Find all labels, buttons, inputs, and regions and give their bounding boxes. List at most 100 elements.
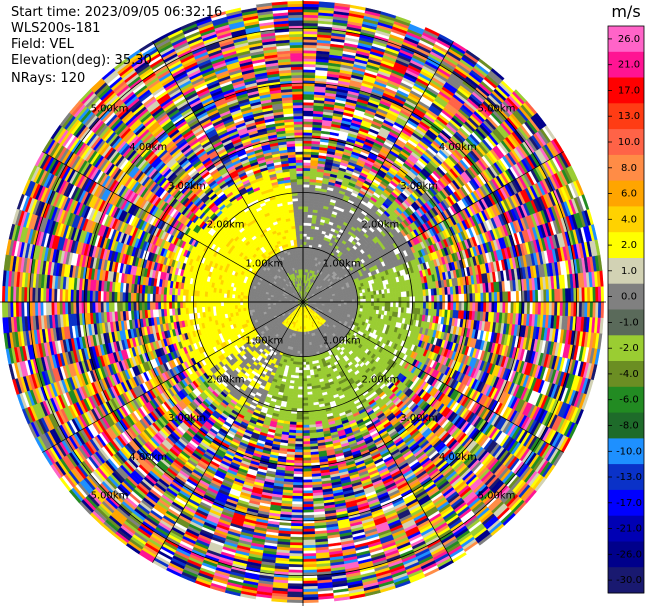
velocity-gate	[338, 303, 342, 307]
velocity-gate	[414, 295, 419, 303]
velocity-gate	[302, 380, 308, 385]
velocity-gate	[306, 369, 311, 374]
velocity-gate	[360, 301, 364, 306]
velocity-gate	[198, 301, 203, 308]
velocity-gate	[305, 249, 309, 254]
velocity-gate	[302, 378, 308, 382]
velocity-gate	[406, 296, 410, 303]
velocity-gate	[220, 297, 225, 303]
velocity-gate	[242, 298, 246, 303]
velocity-gate	[371, 298, 375, 303]
velocity-gate	[297, 348, 301, 352]
velocity-gate	[298, 214, 304, 218]
velocity-gate	[220, 301, 225, 307]
velocity-gate	[298, 222, 304, 226]
velocity-gate	[362, 298, 367, 303]
velocity-gate	[297, 394, 304, 399]
velocity-gate	[343, 303, 347, 307]
velocity-gate	[299, 233, 304, 237]
velocity-gate	[293, 217, 299, 221]
velocity-gate	[299, 238, 304, 243]
velocity-gate	[381, 301, 386, 307]
velocity-gate	[187, 301, 192, 309]
velocity-gate	[302, 350, 306, 355]
velocity-gate	[302, 233, 307, 237]
velocity-gate	[302, 197, 309, 202]
velocity-gate	[302, 244, 307, 248]
velocity-gate	[305, 255, 309, 259]
velocity-gate	[307, 250, 312, 254]
velocity-gate	[298, 211, 304, 215]
velocity-gate	[302, 356, 307, 360]
velocity-gate	[401, 296, 405, 303]
velocity-gate	[305, 348, 309, 352]
velocity-gate	[294, 350, 299, 354]
velocity-gate	[204, 296, 208, 303]
velocity-gate	[251, 293, 255, 298]
velocity-gate	[307, 383, 313, 387]
velocity-gate	[302, 372, 308, 377]
velocity-gate	[384, 292, 388, 298]
velocity-gate	[346, 304, 350, 308]
velocity-gate	[368, 298, 372, 303]
velocity-gate	[297, 397, 304, 401]
velocity-gate	[226, 297, 230, 303]
velocity-gate	[196, 301, 200, 308]
velocity-gate	[299, 244, 304, 248]
velocity-gate	[302, 216, 308, 221]
velocity-gate	[215, 301, 219, 307]
velocity-gate	[302, 230, 307, 234]
velocity-gate	[298, 375, 304, 379]
velocity-gate	[357, 298, 361, 303]
velocity-gate	[297, 205, 304, 210]
velocity-gate	[307, 217, 313, 221]
velocity-gate	[370, 305, 375, 310]
velocity-gate	[302, 219, 308, 224]
velocity-gate	[297, 405, 304, 409]
velocity-gate	[302, 400, 309, 404]
velocity-gate	[384, 297, 389, 303]
velocity-gate	[395, 301, 400, 308]
velocity-gate	[212, 301, 216, 307]
velocity-gate	[305, 358, 310, 363]
velocity-gate	[242, 301, 246, 306]
velocity-gate	[302, 383, 308, 388]
velocity-gate	[398, 301, 402, 308]
velocity-gate	[217, 297, 222, 303]
velocity-gate	[253, 296, 257, 300]
velocity-gate	[392, 296, 397, 303]
velocity-gate	[293, 383, 299, 387]
velocity-gate	[231, 301, 235, 306]
velocity-gate	[299, 356, 304, 360]
velocity-gate	[305, 241, 310, 246]
velocity-gate	[302, 214, 308, 218]
velocity-gate	[239, 298, 244, 303]
velocity-gate	[298, 227, 304, 232]
velocity-gate	[302, 364, 307, 368]
velocity-gate	[245, 298, 249, 303]
velocity-gate	[228, 301, 233, 307]
velocity-gate	[297, 208, 304, 213]
velocity-gate	[237, 301, 241, 306]
velocity-gate	[297, 391, 304, 396]
velocity-gate	[298, 339, 302, 344]
velocity-gate	[298, 383, 304, 388]
velocity-gate	[368, 301, 372, 306]
velocity-gate	[198, 296, 203, 303]
velocity-gate	[299, 236, 304, 240]
velocity-gate	[359, 304, 364, 309]
velocity-gate	[304, 258, 308, 262]
velocity-gate	[302, 211, 308, 215]
velocity-gate	[206, 296, 211, 303]
velocity-gate	[299, 241, 304, 245]
velocity-gate	[351, 301, 356, 305]
velocity-gate	[299, 370, 304, 374]
velocity-gate	[218, 292, 222, 298]
velocity-gate	[298, 378, 304, 382]
velocity-gate	[187, 295, 192, 303]
velocity-gate	[302, 402, 309, 407]
velocity-gate	[297, 197, 304, 202]
velocity-gate	[297, 400, 304, 404]
velocity-gate	[403, 301, 408, 308]
